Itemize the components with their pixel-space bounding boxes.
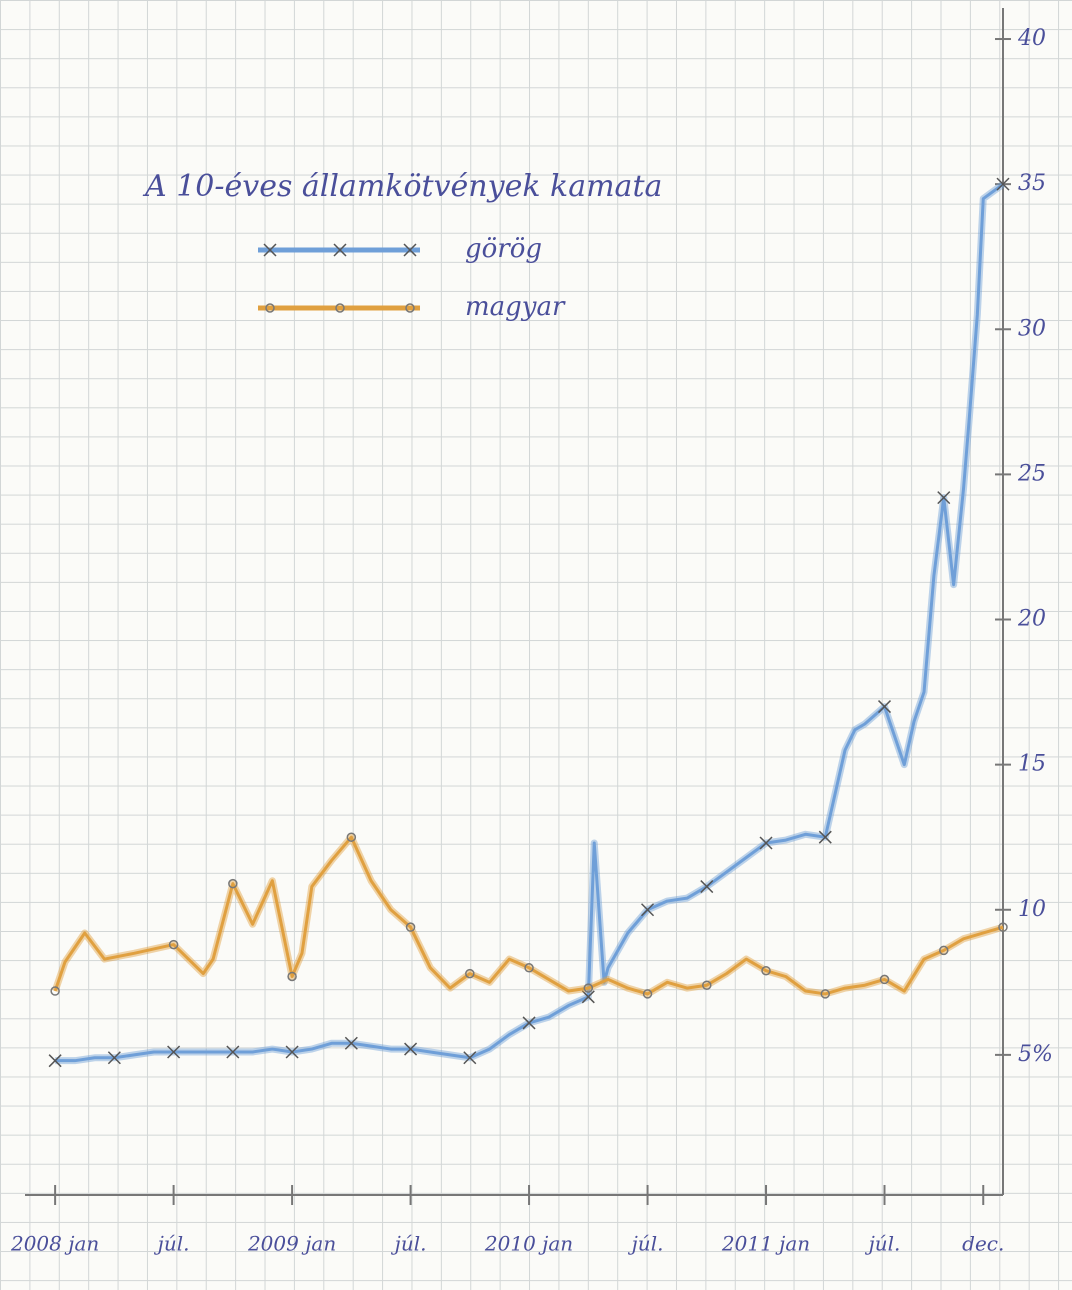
y-tick-label: 40 [1017, 26, 1046, 51]
marker [285, 1045, 299, 1059]
x-tick-label: júl. [628, 1232, 664, 1256]
marker [344, 1036, 358, 1050]
marker [265, 303, 275, 313]
marker [641, 903, 655, 917]
marker [996, 177, 1010, 191]
y-tick-label: 30 [1018, 316, 1046, 341]
marker [939, 945, 949, 956]
y-tick-label: 5% [1018, 1042, 1053, 1067]
legend-label: görög [465, 234, 542, 264]
x-tick-label: júl. [865, 1232, 901, 1256]
marker [287, 971, 297, 982]
marker [405, 922, 416, 932]
marker [818, 830, 832, 844]
marker [700, 880, 714, 894]
marker [524, 963, 534, 973]
marker [581, 990, 595, 1004]
marker [463, 1051, 477, 1065]
marker [405, 303, 415, 313]
marker [879, 974, 890, 985]
marker [228, 878, 238, 889]
marker [937, 491, 951, 505]
x-tick-label: dec. [962, 1232, 1004, 1256]
marker [877, 700, 892, 714]
marker [346, 832, 357, 842]
marker [48, 1054, 62, 1068]
x-tick-label: 2011 jan [721, 1232, 810, 1256]
y-tick-label: 25 [1017, 461, 1046, 486]
chart-title: A 10-éves államkötvények kamata [142, 169, 662, 204]
marker [403, 243, 417, 257]
marker [702, 980, 712, 990]
marker [522, 1016, 536, 1030]
y-tick-label: 10 [1018, 897, 1046, 922]
marker [465, 968, 475, 979]
marker [759, 836, 773, 850]
marker [642, 989, 653, 999]
marker [263, 243, 277, 257]
x-tick-label: 2008 jan [10, 1232, 99, 1256]
marker [998, 922, 1008, 932]
marker [404, 1042, 418, 1056]
marker [820, 989, 831, 999]
y-tick-label: 35 [1018, 171, 1046, 196]
x-tick-label: júl. [154, 1232, 190, 1256]
marker [335, 303, 345, 313]
marker [167, 1045, 181, 1059]
line-glow [51, 833, 1004, 998]
x-tick-label: júl. [391, 1232, 427, 1256]
x-tick-label: 2010 jan [484, 1232, 573, 1256]
marker [226, 1045, 240, 1059]
y-tick-label: 15 [1018, 752, 1046, 777]
marker [168, 939, 179, 950]
marker [107, 1051, 121, 1065]
legend-label: magyar [465, 292, 566, 322]
marker [583, 983, 594, 993]
series-line [55, 182, 1004, 1063]
series-line [53, 835, 1004, 996]
y-tick-label: 20 [1017, 607, 1046, 632]
x-tick-label: 2009 jan [247, 1232, 336, 1256]
marker [333, 243, 347, 257]
marker [761, 965, 771, 976]
marker [50, 986, 60, 996]
